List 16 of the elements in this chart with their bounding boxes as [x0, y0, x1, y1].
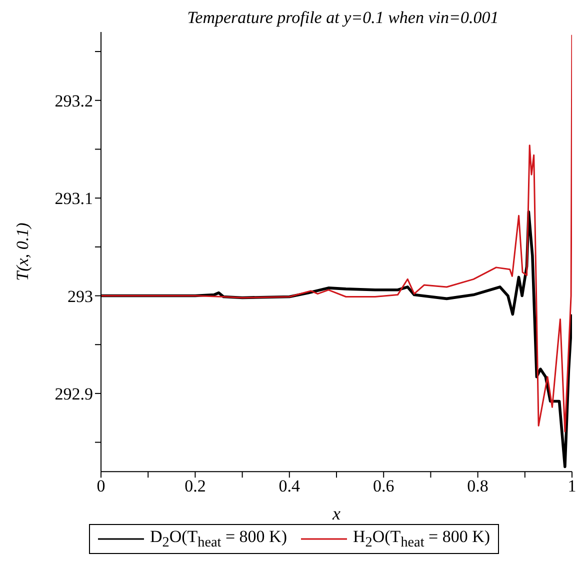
x-tick-label: 0 — [96, 476, 106, 496]
legend-label: H$_{2}$O(T$_{heat}$ = 800 K) — [353, 526, 490, 551]
legend-label: D$_{2}$O(T$_{heat}$ = 800 K) — [150, 526, 287, 551]
x-tick-label: 0.8 — [467, 476, 488, 496]
x-axis-title: x — [332, 504, 340, 524]
x-tick-label: 0.2 — [184, 476, 206, 496]
x-tick-label: 0.4 — [278, 476, 301, 496]
y-axis-title: T(x, 0.1) — [13, 222, 32, 281]
y-tick-label: 293.2 — [54, 91, 93, 110]
line-series — [101, 34, 572, 432]
y-tick-label: 293.1 — [54, 189, 93, 208]
y-tick-label: 293 — [68, 286, 93, 306]
x-tick-label: 0.6 — [372, 476, 394, 496]
y-tick-label: 292.9 — [54, 384, 93, 404]
chart-title: Temperature profile at y=0.1 when vin=0.001 — [186, 8, 500, 28]
x-tick-label: 1 — [568, 476, 576, 496]
